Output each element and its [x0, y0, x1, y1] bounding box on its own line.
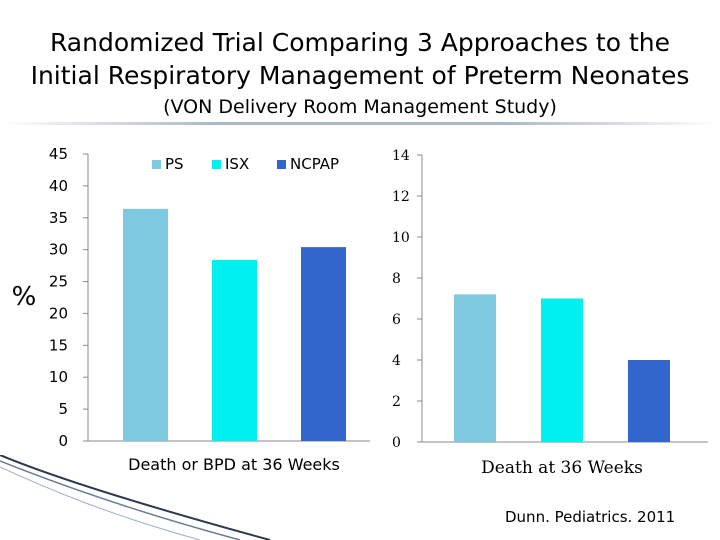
y-tick-label: 8 [392, 271, 401, 287]
y-tick-label: 35 [49, 209, 68, 227]
bar-ps [123, 208, 168, 441]
y-tick-label: 0 [392, 435, 401, 451]
y-tick-label: 12 [392, 189, 410, 205]
y-tick-label: 2 [392, 394, 401, 410]
y-tick-label: 25 [49, 273, 68, 291]
category-label: Death or BPD at 36 Weeks [128, 455, 340, 474]
bar-ncpap [301, 247, 346, 441]
slide-title: Randomized Trial Comparing 3 Approaches … [0, 26, 720, 120]
citation: Dunn. Pediatrics. 2011 [505, 508, 676, 526]
y-tick-label: 6 [392, 312, 401, 328]
slide-decoration [0, 455, 271, 540]
title-line-3: (VON Delivery Room Management Study) [163, 96, 557, 118]
y-tick-label: 0 [58, 432, 68, 450]
y-tick-label: 5 [58, 400, 68, 418]
title-divider [0, 122, 720, 125]
y-tick-label: 30 [49, 241, 68, 259]
legend-swatch-ps [152, 160, 161, 169]
legend-label-isx: ISX [225, 155, 249, 173]
bar-isx [541, 298, 583, 442]
legend-swatch-isx [212, 160, 221, 169]
bar-ps [454, 294, 496, 442]
y-axis-label: % [12, 282, 37, 312]
y-tick-label: 45 [49, 145, 68, 163]
y-tick-label: 15 [49, 336, 68, 354]
y-tick-label: 4 [392, 353, 401, 369]
bar-ncpap [628, 360, 670, 442]
legend-label-ncpap: NCPAP [290, 155, 339, 173]
title-line-2: Initial Respiratory Management of Preter… [30, 61, 690, 90]
y-tick-label: 10 [49, 368, 68, 386]
y-tick-label: 10 [392, 230, 410, 246]
y-tick-label: 14 [392, 148, 410, 164]
legend-swatch-ncpap [277, 160, 286, 169]
category-label: Death at 36 Weeks [481, 458, 643, 478]
bar-isx [212, 259, 257, 441]
legend-label-ps: PS [165, 155, 184, 173]
y-tick-label: 20 [49, 304, 68, 322]
title-line-1: Randomized Trial Comparing 3 Approaches … [49, 28, 671, 57]
y-tick-label: 40 [49, 177, 68, 195]
